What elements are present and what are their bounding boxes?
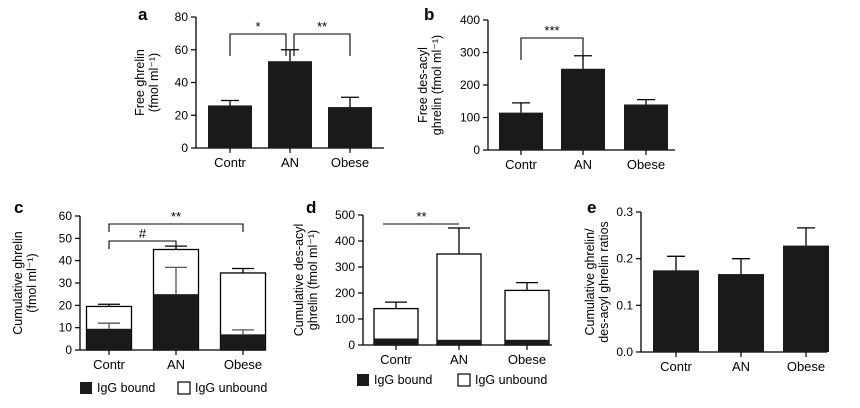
significance-bracket <box>229 33 287 56</box>
legend-label-bound: IgG bound <box>374 373 432 387</box>
bar <box>208 105 252 148</box>
y-tick-label: 0.0 <box>616 345 633 359</box>
bar <box>328 107 372 148</box>
bar-segment-bound <box>437 339 481 345</box>
bar-segment-unbound <box>436 253 482 346</box>
significance-label: *** <box>544 23 559 38</box>
significance-label: ** <box>171 209 181 224</box>
y-tick-label: 0.2 <box>616 252 633 266</box>
y-tick-label: 400 <box>460 13 480 27</box>
bar <box>561 68 605 150</box>
panel-d: d 0 100 200 300 400 500 Contr AN Obese Cumulative… <box>292 198 552 387</box>
panel-e: e 0.0 0.1 0.2 0.3 Contr AN Obese Cumulative ghr… <box>583 198 829 374</box>
significance-label: # <box>139 226 147 241</box>
significance-label: ** <box>416 209 426 224</box>
bar <box>499 112 543 150</box>
panel-d-letter: d <box>306 198 316 217</box>
bar <box>268 61 312 148</box>
y-tick-label: 20 <box>59 298 73 312</box>
y-tick-label: 0 <box>473 143 480 157</box>
legend-label-unbound: IgG unbound <box>195 381 267 395</box>
y-tick-label: 60 <box>175 43 189 57</box>
y-axis-label: Free des-acyl <box>416 47 430 123</box>
y-tick-label: 80 <box>175 10 189 24</box>
panel-c-letter: c <box>14 198 23 217</box>
category-label: AN <box>281 155 299 170</box>
y-tick-label: 40 <box>59 254 73 268</box>
panel-a-letter: a <box>138 5 148 24</box>
bar <box>718 274 764 352</box>
panel-c: c 0 10 20 30 40 50 60 Contr AN Obese Cumulative gh… <box>11 198 267 395</box>
legend-swatch-bound <box>80 382 92 394</box>
y-tick-label: 0 <box>181 141 188 155</box>
legend-swatch-unbound <box>177 381 191 395</box>
category-label: Contr <box>93 357 125 372</box>
y-axis-label: Cumulative ghrelin <box>11 231 25 335</box>
y-axis-label: des-acyl ghrelin ratios <box>597 221 611 343</box>
significance-bracket <box>108 240 177 249</box>
significance-bracket <box>293 33 351 56</box>
y-tick-label: 400 <box>335 234 355 248</box>
y-tick-label: 50 <box>59 231 73 245</box>
y-tick-label: 200 <box>460 78 480 92</box>
y-tick-label: 10 <box>59 321 73 335</box>
bar-segment-bound <box>220 334 266 350</box>
y-axis-label: ghrelin (fmol ml⁻¹) <box>430 35 444 135</box>
category-label: AN <box>574 157 592 172</box>
y-tick-label: 300 <box>335 260 355 274</box>
category-label: Contr <box>505 157 537 172</box>
category-label: Contr <box>660 359 692 374</box>
panel-b-letter: b <box>424 5 434 24</box>
bar <box>653 270 699 352</box>
y-tick-label: 60 <box>59 209 73 223</box>
category-label: AN <box>167 357 185 372</box>
y-axis-label: Cumulative ghrelin/ <box>583 228 597 336</box>
y-tick-label: 0.1 <box>616 298 633 312</box>
y-axis-label: (fmol ml⁻¹) <box>147 53 161 112</box>
y-tick-label: 0 <box>348 338 355 352</box>
y-axis-label: Cumulative des-acyl <box>292 224 306 337</box>
significance-label: ** <box>317 19 327 34</box>
significance-bracket <box>108 223 244 232</box>
category-label: AN <box>450 352 468 367</box>
y-tick-label: 20 <box>175 108 189 122</box>
bar-segment-unbound <box>504 289 550 346</box>
bar-segment-bound <box>86 328 132 350</box>
y-tick-label: 100 <box>335 312 355 326</box>
y-tick-label: 40 <box>175 76 189 90</box>
y-tick-label: 0.3 <box>616 205 633 219</box>
legend-label-unbound: IgG unbound <box>475 373 547 387</box>
category-label: Obese <box>331 155 369 170</box>
category-label: Obese <box>508 352 546 367</box>
bar-segment-bound <box>153 294 199 350</box>
significance-bracket <box>520 37 584 60</box>
y-axis-label: (fmol ml⁻¹) <box>25 253 39 312</box>
y-tick-label: 500 <box>335 208 355 222</box>
bar <box>624 104 668 150</box>
panel-a: a 0 20 40 60 80 Contr AN Obese Free ghrelin (fmol… <box>133 5 384 170</box>
y-tick-label: 100 <box>460 111 480 125</box>
legend-swatch-bound <box>357 374 369 386</box>
y-axis-label: Free ghrelin <box>133 49 147 116</box>
y-tick-label: 300 <box>460 46 480 60</box>
bar-segment-bound <box>505 339 549 345</box>
bar-segment-bound <box>374 338 418 345</box>
category-label: Contr <box>214 155 246 170</box>
category-label: Obese <box>787 359 825 374</box>
bar <box>783 245 829 352</box>
legend-swatch-unbound <box>457 373 471 387</box>
category-label: AN <box>732 359 750 374</box>
y-axis-label: ghrelin (fmol ml⁻¹) <box>306 230 320 330</box>
y-tick-label: 30 <box>59 276 73 290</box>
category-label: Contr <box>380 352 412 367</box>
category-label: Obese <box>224 357 262 372</box>
y-tick-label: 200 <box>335 286 355 300</box>
panel-b: b 0 100 200 300 400 Contr AN Obese Free des-acyl… <box>416 5 675 172</box>
legend-label-bound: IgG bound <box>97 381 155 395</box>
category-label: Obese <box>627 157 665 172</box>
y-tick-label: 0 <box>65 343 72 357</box>
panel-e-letter: e <box>587 198 596 217</box>
significance-label: * <box>255 19 260 34</box>
